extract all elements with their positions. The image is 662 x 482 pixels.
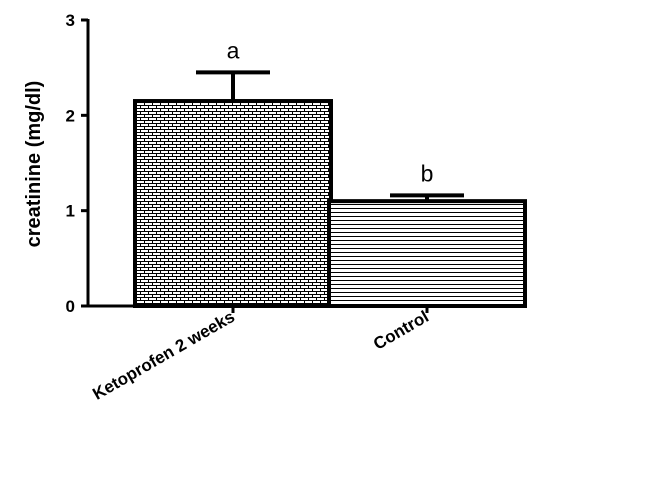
y-tick-label-1: 1 [66,202,75,221]
y-tick-label-0: 0 [66,297,75,316]
y-axis-label: creatinine (mg/dl) [23,81,45,248]
bar-1 [327,199,527,308]
y-tick-label-3: 3 [66,11,75,30]
x-tick-label-1: Control [370,307,432,354]
bars-layer: ab [133,37,527,308]
bar-0 [133,99,333,308]
x-tick-label-0: Ketoprofen 2 weeks [89,307,238,404]
significance-label-0: a [227,37,240,63]
y-tick-label-2: 2 [66,106,75,125]
significance-label-1: b [421,160,434,186]
